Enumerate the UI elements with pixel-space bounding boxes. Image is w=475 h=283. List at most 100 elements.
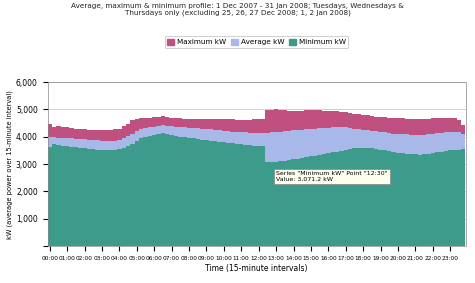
Bar	[161, 133, 165, 246]
Bar	[170, 118, 174, 127]
Bar	[113, 141, 117, 150]
Bar	[261, 133, 265, 146]
Bar	[86, 140, 91, 149]
Bar	[100, 141, 104, 150]
Bar	[78, 148, 82, 246]
Bar	[174, 136, 178, 246]
Bar	[182, 137, 187, 246]
Bar	[139, 118, 143, 129]
Bar	[278, 110, 283, 132]
Bar	[269, 162, 274, 246]
Bar	[170, 127, 174, 136]
Bar	[439, 152, 444, 246]
Bar	[82, 139, 86, 148]
Bar	[391, 152, 396, 246]
Bar	[148, 136, 152, 246]
Bar	[361, 115, 365, 130]
Bar	[439, 118, 444, 133]
Bar	[426, 119, 431, 134]
Bar	[309, 129, 313, 156]
Bar	[200, 140, 204, 246]
Bar	[187, 138, 191, 246]
Bar	[69, 138, 74, 147]
Bar	[370, 116, 374, 131]
Bar	[452, 132, 457, 150]
Bar	[291, 159, 295, 246]
Bar	[222, 131, 226, 142]
Bar	[209, 119, 213, 129]
Bar	[361, 130, 365, 148]
Bar	[182, 119, 187, 127]
Y-axis label: kW (average power over 15-minute interval): kW (average power over 15-minute interva…	[7, 90, 13, 239]
Bar	[91, 149, 95, 246]
Bar	[265, 162, 270, 246]
Bar	[457, 150, 461, 246]
Bar	[348, 149, 352, 246]
Bar	[365, 130, 370, 148]
Bar	[309, 156, 313, 246]
Bar	[108, 130, 113, 141]
Bar	[152, 117, 156, 127]
Bar	[165, 117, 170, 126]
Bar	[431, 119, 435, 134]
Bar	[191, 119, 196, 128]
Bar	[48, 147, 52, 246]
Bar	[78, 139, 82, 148]
Bar	[187, 119, 191, 128]
Bar	[117, 128, 122, 140]
Bar	[143, 118, 148, 128]
Bar	[448, 132, 452, 150]
Bar	[418, 135, 422, 155]
Bar	[243, 119, 248, 132]
Bar	[165, 134, 170, 246]
Bar	[405, 154, 409, 246]
Bar	[69, 147, 74, 246]
Bar	[295, 130, 300, 159]
Bar	[383, 117, 387, 132]
Bar	[444, 118, 448, 132]
Bar	[387, 151, 391, 246]
Bar	[243, 132, 248, 145]
Bar	[387, 133, 391, 151]
Bar	[379, 132, 383, 150]
Bar	[352, 148, 357, 246]
Bar	[86, 149, 91, 246]
Bar	[431, 134, 435, 153]
Bar	[348, 128, 352, 149]
Bar	[209, 141, 213, 246]
Bar	[256, 119, 261, 133]
Bar	[261, 119, 265, 133]
Bar	[335, 152, 339, 246]
Bar	[170, 136, 174, 246]
Bar	[365, 148, 370, 246]
Bar	[331, 111, 335, 127]
Bar	[265, 133, 270, 162]
Bar	[313, 156, 317, 246]
Bar	[65, 146, 69, 246]
Bar	[448, 118, 452, 132]
Bar	[104, 141, 108, 150]
Bar	[396, 153, 400, 246]
Bar	[326, 111, 331, 128]
Bar	[409, 119, 413, 135]
Bar	[161, 125, 165, 133]
Bar	[48, 137, 52, 147]
Bar	[252, 119, 256, 133]
Bar	[52, 144, 56, 246]
Bar	[204, 140, 209, 246]
Bar	[95, 130, 100, 140]
Bar	[74, 128, 78, 139]
Bar	[317, 128, 322, 155]
Bar	[413, 119, 418, 135]
Bar	[156, 117, 161, 126]
Bar	[457, 120, 461, 132]
Bar	[200, 128, 204, 140]
Bar	[287, 160, 291, 246]
Bar	[444, 151, 448, 246]
Bar	[287, 111, 291, 131]
Bar	[174, 118, 178, 127]
Bar	[452, 118, 457, 132]
Bar	[370, 148, 374, 246]
Bar	[461, 149, 465, 246]
Bar	[78, 129, 82, 139]
